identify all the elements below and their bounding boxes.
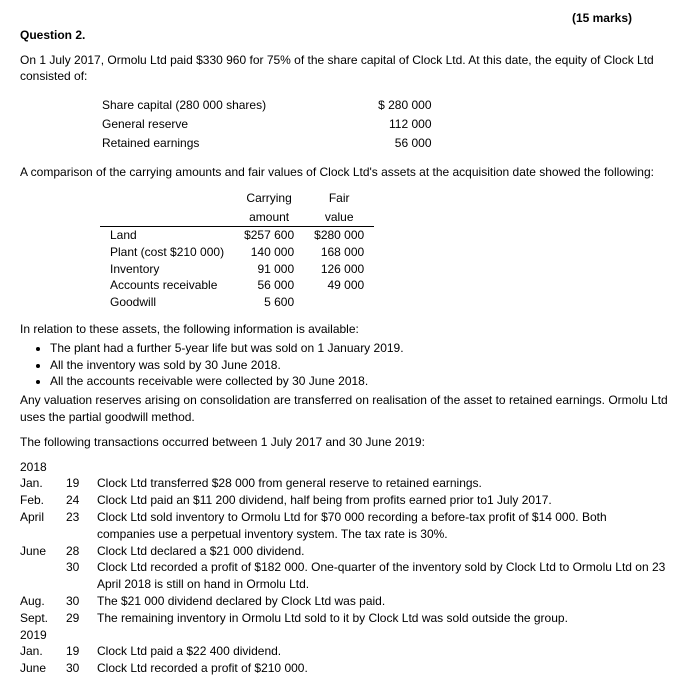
col-header: Fair [304,188,374,207]
asset-label: Land [100,226,234,243]
asset-fair: 168 000 [304,244,374,261]
table-row: June28Clock Ltd declared a $21 000 divid… [20,543,672,560]
trans-month [20,559,66,593]
trans-month: Jan. [20,643,66,660]
year-heading: 2018 [20,459,672,476]
trans-day: 29 [66,610,97,627]
trans-desc: Clock Ltd transferred $28 000 from gener… [97,475,672,492]
trans-desc: Clock Ltd recorded a profit of $182 000.… [97,559,672,593]
trans-month: Sept. [20,610,66,627]
trans-day: 23 [66,509,97,543]
table-row: Jan.19Clock Ltd transferred $28 000 from… [20,475,672,492]
equity-label: Share capital (280 000 shares) [102,97,276,114]
trans-desc: Clock Ltd recorded a profit of $210 000. [97,660,314,677]
trans-day: 30 [66,660,97,677]
table-row: Sept.29The remaining inventory in Ormolu… [20,610,672,627]
asset-carrying: 91 000 [234,261,304,278]
trans-month: June [20,660,66,677]
intro-paragraph: On 1 July 2017, Ormolu Ltd paid $330 960… [20,52,672,86]
table-row: Land $257 600 $280 000 [100,226,374,243]
trans-day: 19 [66,475,97,492]
equity-label: General reserve [102,116,276,133]
table-row: Jan.19Clock Ltd paid a $22 400 dividend. [20,643,314,660]
trans-desc: Clock Ltd paid an $11 200 dividend, half… [97,492,672,509]
list-item: The plant had a further 5-year life but … [50,340,672,357]
asset-fair [304,294,374,311]
trans-month: April [20,509,66,543]
bullet-list: The plant had a further 5-year life but … [50,340,672,390]
trans-month: Feb. [20,492,66,509]
equity-value: $ 280 000 [278,97,441,114]
question-number: Question 2. [20,27,672,44]
trans-day: 30 [66,593,97,610]
asset-fair: 49 000 [304,277,374,294]
list-item: All the inventory was sold by 30 June 20… [50,357,672,374]
col-header: amount [234,207,304,226]
trans-day: 30 [66,559,97,593]
asset-label: Plant (cost $210 000) [100,244,234,261]
asset-label: Accounts receivable [100,277,234,294]
trans-month: Jan. [20,475,66,492]
trans-desc: Clock Ltd sold inventory to Ormolu Ltd f… [97,509,672,543]
equity-value: 56 000 [278,135,441,152]
equity-label: Retained earnings [102,135,276,152]
table-row: Inventory 91 000 126 000 [100,261,374,278]
table-row: General reserve 112 000 [102,116,442,133]
transactions-table-2019: Jan.19Clock Ltd paid a $22 400 dividend.… [20,643,314,677]
table-row: April23Clock Ltd sold inventory to Ormol… [20,509,672,543]
assets-table: Carrying Fair amount value Land $257 600… [100,188,374,311]
trans-desc: Clock Ltd paid a $22 400 dividend. [97,643,314,660]
table-row: Share capital (280 000 shares) $ 280 000 [102,97,442,114]
table-row: Feb.24Clock Ltd paid an $11 200 dividend… [20,492,672,509]
asset-carrying: 140 000 [234,244,304,261]
table-row: June30Clock Ltd recorded a profit of $21… [20,660,314,677]
asset-carrying: 5 600 [234,294,304,311]
year-heading: 2019 [20,627,672,644]
table-row: Aug.30The $21 000 dividend declared by C… [20,593,672,610]
trans-desc: The remaining inventory in Ormolu Ltd so… [97,610,672,627]
trans-day: 28 [66,543,97,560]
table-row: Retained earnings 56 000 [102,135,442,152]
asset-label: Inventory [100,261,234,278]
trans-day: 24 [66,492,97,509]
marks-label: (15 marks) [20,10,672,27]
table-row: Goodwill 5 600 [100,294,374,311]
after-bullets-paragraph: Any valuation reserves arising on consol… [20,392,672,426]
trans-day: 19 [66,643,97,660]
transactions-table-2018: Jan.19Clock Ltd transferred $28 000 from… [20,475,672,626]
comparison-paragraph: A comparison of the carrying amounts and… [20,164,672,181]
table-row: Plant (cost $210 000) 140 000 168 000 [100,244,374,261]
trans-desc: The $21 000 dividend declared by Clock L… [97,593,672,610]
trans-desc: Clock Ltd declared a $21 000 dividend. [97,543,672,560]
equity-table: Share capital (280 000 shares) $ 280 000… [100,95,444,153]
table-row: 30Clock Ltd recorded a profit of $182 00… [20,559,672,593]
asset-fair: $280 000 [304,226,374,243]
table-row: Accounts receivable 56 000 49 000 [100,277,374,294]
equity-value: 112 000 [278,116,441,133]
trans-month: Aug. [20,593,66,610]
asset-carrying: 56 000 [234,277,304,294]
col-header: value [304,207,374,226]
asset-label: Goodwill [100,294,234,311]
asset-carrying: $257 600 [234,226,304,243]
trans-month: June [20,543,66,560]
list-item: All the accounts receivable were collect… [50,373,672,390]
col-header: Carrying [234,188,304,207]
transactions-intro: The following transactions occurred betw… [20,434,672,451]
relation-intro: In relation to these assets, the followi… [20,321,672,338]
asset-fair: 126 000 [304,261,374,278]
